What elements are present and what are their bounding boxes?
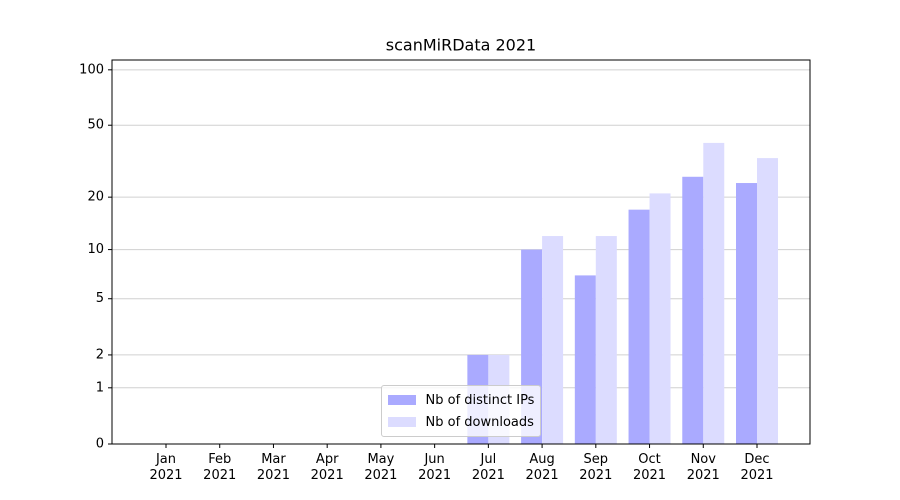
bar: [736, 183, 757, 445]
y-tick-label: 50: [87, 118, 104, 133]
x-tick-label: Apr 2021: [310, 452, 344, 483]
bar: [682, 176, 704, 444]
y-tick-label: 2: [96, 347, 104, 362]
bar: [757, 158, 778, 444]
y-tick-label: 20: [87, 190, 104, 205]
bar: [542, 236, 564, 444]
x-tick-label: Aug 2021: [525, 452, 559, 483]
x-tick-label: Nov 2021: [686, 452, 720, 483]
x-tick-label: Jun 2021: [418, 452, 452, 483]
bar: [595, 236, 617, 444]
x-tick-label: Sep 2021: [579, 452, 613, 483]
y-tick-label: 5: [96, 291, 104, 306]
x-tick-label: Jan 2021: [149, 452, 183, 483]
x-tick-label: May 2021: [364, 452, 398, 483]
legend-item: Nb of distinct IPs: [387, 389, 535, 411]
bar: [649, 193, 671, 444]
y-tick-label: 100: [79, 62, 104, 77]
x-tick-label: Jul 2021: [471, 452, 505, 483]
x-tick-label: Mar 2021: [256, 452, 290, 483]
legend-swatch: [387, 417, 416, 427]
chart-title: scanMiRData 2021: [386, 36, 536, 55]
x-tick-label: Oct 2021: [632, 452, 667, 483]
legend-swatch: [387, 395, 416, 405]
bar: [628, 209, 650, 444]
legend-label: Nb of distinct IPs: [425, 392, 535, 408]
x-tick-label: Dec 2021: [740, 452, 774, 483]
plot-frame: [111, 59, 811, 445]
y-tick-label: 1: [96, 380, 104, 395]
bar: [574, 275, 596, 444]
legend: Nb of distinct IPs Nb of downloads: [380, 385, 542, 437]
bar: [703, 142, 725, 445]
y-tick-label: 10: [87, 242, 104, 257]
y-tick-label: 0: [96, 437, 104, 452]
legend-item: Nb of downloads: [387, 411, 535, 433]
x-tick-label: Feb 2021: [203, 452, 237, 483]
legend-label: Nb of downloads: [425, 414, 534, 430]
